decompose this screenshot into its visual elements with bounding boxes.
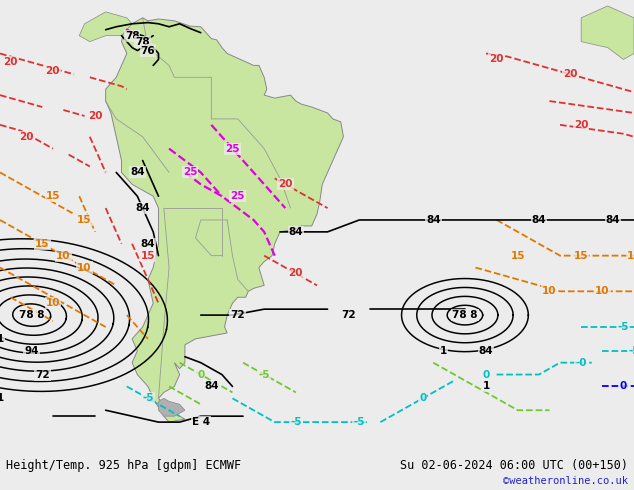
Text: 1: 1 <box>482 381 489 392</box>
Text: 20: 20 <box>3 57 18 68</box>
Text: Height/Temp. 925 hPa [gdpm] ECMWF: Height/Temp. 925 hPa [gdpm] ECMWF <box>6 459 242 472</box>
Text: 84: 84 <box>479 346 493 356</box>
Text: 1: 1 <box>0 334 4 344</box>
Text: 15: 15 <box>35 239 49 249</box>
Text: 94: 94 <box>25 346 39 356</box>
Text: 84: 84 <box>204 381 219 392</box>
Text: 78: 78 <box>125 31 139 41</box>
Text: 25: 25 <box>183 168 197 177</box>
Text: 72: 72 <box>230 310 245 320</box>
Text: 1: 1 <box>0 393 4 403</box>
Text: 72: 72 <box>341 310 356 320</box>
Text: -5: -5 <box>628 346 634 356</box>
Text: 15: 15 <box>627 251 634 261</box>
Text: 84: 84 <box>531 215 547 225</box>
Text: 10: 10 <box>542 286 557 296</box>
Text: -5: -5 <box>142 393 153 403</box>
Text: 20: 20 <box>564 69 578 79</box>
Text: 84: 84 <box>141 239 155 249</box>
Text: 15: 15 <box>574 251 588 261</box>
Text: 84: 84 <box>288 227 303 237</box>
Text: 25: 25 <box>231 191 245 201</box>
Text: 20: 20 <box>278 179 292 189</box>
Text: 10: 10 <box>595 286 609 296</box>
Text: 0: 0 <box>197 369 204 380</box>
Text: 78 8: 78 8 <box>19 310 44 320</box>
Text: 20: 20 <box>574 120 588 130</box>
Text: 78: 78 <box>135 37 150 47</box>
Text: 20: 20 <box>19 132 34 142</box>
Text: -5: -5 <box>290 417 302 427</box>
Text: Su 02-06-2024 06:00 UTC (00+150): Su 02-06-2024 06:00 UTC (00+150) <box>399 459 628 472</box>
Text: 76: 76 <box>141 46 155 55</box>
Polygon shape <box>79 12 132 42</box>
Text: -5: -5 <box>259 369 270 380</box>
Text: 0: 0 <box>419 393 426 403</box>
Text: 20: 20 <box>46 66 60 76</box>
Text: 15: 15 <box>46 191 60 201</box>
Text: -5: -5 <box>354 417 365 427</box>
Polygon shape <box>106 18 344 422</box>
Text: -5: -5 <box>618 322 629 332</box>
Text: 84: 84 <box>135 203 150 213</box>
Text: 15: 15 <box>77 215 92 225</box>
Text: 10: 10 <box>46 298 60 308</box>
Text: 84: 84 <box>605 215 620 225</box>
Text: -0: -0 <box>576 358 587 368</box>
Polygon shape <box>581 6 634 59</box>
Text: 10: 10 <box>77 263 92 272</box>
Text: 10: 10 <box>56 251 70 261</box>
Text: 0: 0 <box>620 381 627 392</box>
Text: 15: 15 <box>510 251 525 261</box>
Text: 15: 15 <box>141 251 155 261</box>
Text: 1: 1 <box>440 346 448 356</box>
Text: 72: 72 <box>35 369 49 380</box>
Text: 84: 84 <box>130 168 145 177</box>
Text: 25: 25 <box>225 144 240 154</box>
Polygon shape <box>158 398 185 416</box>
Text: 20: 20 <box>489 54 504 65</box>
Text: 84: 84 <box>426 215 441 225</box>
Text: ©weatheronline.co.uk: ©weatheronline.co.uk <box>503 476 628 486</box>
Text: 20: 20 <box>288 269 303 278</box>
Text: 0: 0 <box>482 369 489 380</box>
Text: 20: 20 <box>88 111 102 121</box>
Text: 78 8: 78 8 <box>452 310 477 320</box>
Text: E 4: E 4 <box>191 417 210 427</box>
